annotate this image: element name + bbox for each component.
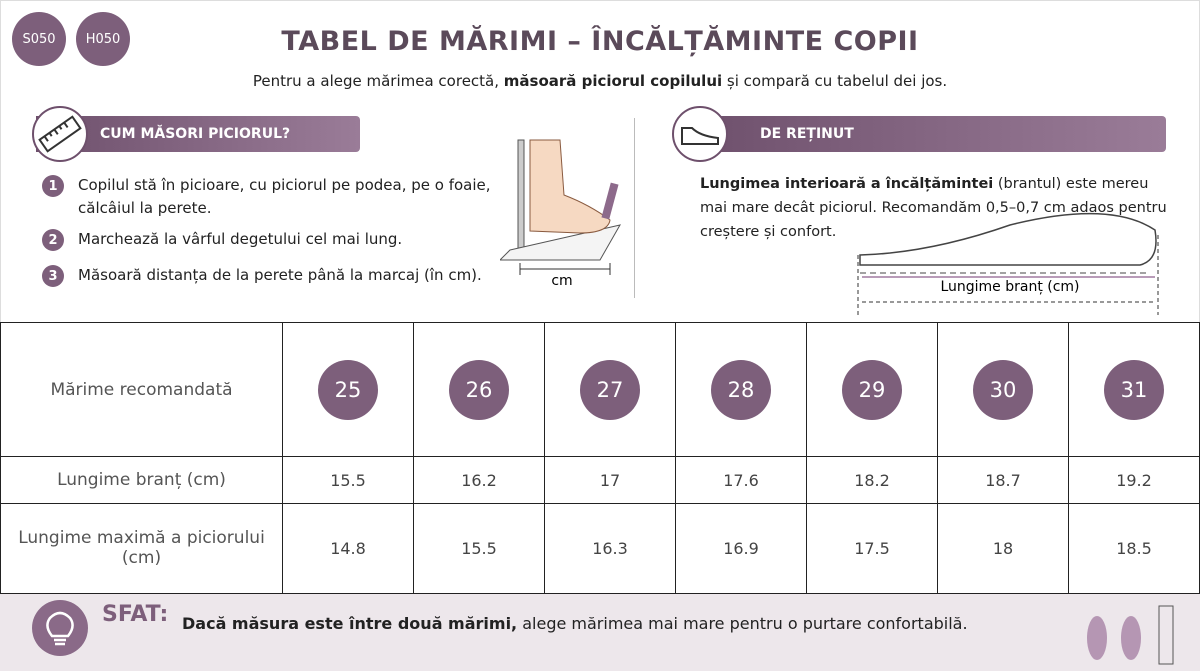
size-table: Mărime recomandată 25 26 27 28 29 30 31 Lungime … [0, 321, 1200, 595]
table-cell: 30 [937, 321, 1069, 458]
step-number: 1 [42, 175, 64, 197]
diagram-label: cm [551, 273, 572, 289]
size-circle: 25 [318, 359, 378, 420]
step-text: Marchează la vârful degetului cel mai lu… [78, 230, 403, 248]
icon [681, 127, 719, 145]
ruler-icon [32, 106, 88, 162]
feet-icon [1087, 605, 1174, 665]
table-cell: 17.5 [806, 502, 938, 595]
table-cell: 16.9 [675, 502, 807, 595]
row-header: Mărime recomandată [0, 321, 283, 458]
table-cell: 17 [544, 456, 676, 504]
subtitle-text: și compară cu tabelul dei jos. [722, 72, 948, 90]
section-title: CUM MĂSORI PICIORUL? [100, 126, 291, 142]
tip-label: SFAT: [102, 602, 169, 627]
tip-plain: alege mărimea mai mare pentru o purtare … [517, 614, 968, 633]
step-text: Copilul stă în picioare, cu piciorul pe … [78, 176, 491, 217]
tip-bar: SFAT: Dacă măsura este între două mărimi… [0, 594, 1200, 671]
badge: S050 [12, 12, 66, 66]
table-row: Lungime branț (cm) 15.5 16.2 17 17.6 18.2 18.7… [0, 456, 1200, 504]
table-cell: 19.2 [1068, 456, 1200, 504]
table-cell: 18.2 [806, 456, 938, 504]
insole-diagram: Lungime branț (cm) [857, 212, 1159, 315]
icon [38, 115, 82, 153]
table-cell: 18.5 [1068, 502, 1200, 595]
bulb-icon [32, 600, 88, 656]
table-cell: 17.6 [675, 456, 807, 504]
size-circle: 27 [580, 359, 640, 420]
subtitle-text: Pentru a alege mărimea corectă, [252, 72, 504, 90]
table-cell: 27 [544, 321, 676, 458]
tip-text: Dacă măsura este între două mărimi, aleg… [182, 614, 968, 633]
table-cell: 28 [675, 321, 807, 458]
table-cell: 18 [937, 502, 1069, 595]
size-circle: 28 [711, 359, 771, 420]
remember-plain: (brantul) este mereu mai mare decât pici… [700, 176, 1167, 240]
size-circle: 30 [973, 359, 1033, 420]
step-number: 3 [42, 265, 64, 287]
table-cell: 16.3 [544, 502, 676, 595]
table-cell: 14.8 [282, 502, 414, 595]
table-row: Mărime recomandată 25 26 27 28 29 30 31 [0, 321, 1200, 458]
table-row: Lungime maximă a piciorului (cm) 14.8 15.5… [0, 502, 1200, 595]
table-cell: 31 [1068, 321, 1200, 458]
foot-diagram: cm [500, 139, 621, 289]
table-cell: 16.2 [413, 456, 545, 504]
table-cell: 26 [413, 321, 545, 458]
table-cell: 18.7 [937, 456, 1069, 504]
section-title: DE REȚINUT [760, 126, 854, 142]
table-cell: 15.5 [282, 456, 414, 504]
diagram-label: Lungime branț (cm) [940, 279, 1079, 295]
divider [634, 118, 635, 298]
remember-bold: Lungimea interioară a încălțămintei [700, 176, 994, 192]
table-cell: 25 [282, 321, 414, 458]
step-text: Măsoară distanța de la perete până la ma… [78, 266, 482, 284]
step: 2 Marchează la vârful degetului cel mai l… [42, 228, 522, 251]
table-cell: 29 [806, 321, 938, 458]
size-circle: 31 [1104, 359, 1164, 420]
remember-text: Lungimea interioară a încălțămintei (bra… [700, 172, 1170, 244]
subtitle-bold: măsoară piciorul copilului [503, 72, 723, 90]
table-cell: 15.5 [413, 502, 545, 595]
section-bar: DE REȚINUT [696, 116, 1166, 152]
row-header: Lungime maximă a piciorului (cm) [0, 502, 283, 595]
title: TABEL DE MĂRIMI – ÎNCĂLȚĂMINTE COPII [281, 26, 919, 57]
size-circle: 26 [449, 359, 509, 420]
row-header: Lungime branț (cm) [0, 456, 283, 504]
step: 1 Copilul stă în picioare, cu piciorul pe… [42, 174, 522, 220]
badge: H050 [76, 12, 130, 66]
shoe-icon [672, 106, 728, 162]
size-circle: 29 [842, 359, 902, 420]
tip-bold: Dacă măsura este între două mărimi, [182, 614, 518, 633]
subtitle: Pentru a alege mărimea corectă, măsoară … [0, 72, 1200, 90]
step-number: 2 [42, 229, 64, 251]
section-bar: CUM MĂSORI PICIORUL? [36, 116, 360, 152]
step: 3 Măsoară distanța de la perete până la m… [42, 264, 522, 287]
